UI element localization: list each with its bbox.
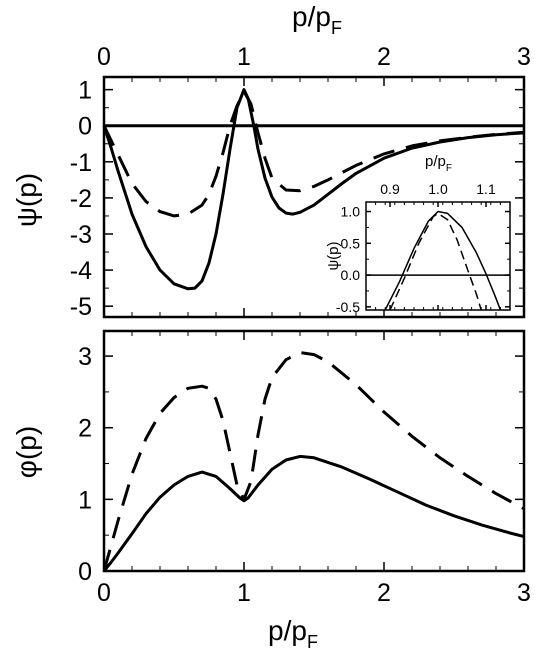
inset-axis-ticks: [365, 202, 511, 310]
top-x-tick-label: 0: [97, 43, 111, 71]
inset-y-tick-label: 0.5: [341, 235, 361, 251]
inset-panel: 0.9 1.0 1.1 1.0 0.5 0.0 -0.5 p/pF ψ(p): [325, 153, 511, 315]
inset-y-tick-label: 1.0: [341, 204, 361, 220]
bottom-x-tick-label: 2: [377, 579, 391, 607]
top-tick-labels: 0 1 2 310-1-2-3-4-5: [70, 43, 531, 321]
bottom-y-tick-label: 1: [78, 486, 92, 514]
top-x-axis-title-main: p/p: [292, 1, 331, 32]
inset-tick-labels: 0.9 1.0 1.1 1.0 0.5 0.0 -0.5: [336, 181, 496, 315]
inset-series-group: [366, 210, 510, 311]
top-y-tick-label: -2: [70, 185, 92, 213]
inset-x-axis-title-main: p/p: [425, 153, 446, 170]
top-x-axis-title: p/pF: [292, 1, 342, 38]
top-panel: 0 1 2 310-1-2-3-4-5 p/pF ψ(p): [11, 1, 531, 321]
top-plot-frame: [102, 75, 526, 319]
inset-y-tick-label: -0.5: [336, 299, 360, 315]
top-y-tick-label: 0: [78, 113, 92, 141]
bottom-x-axis-title-main: p/p: [268, 615, 307, 646]
bottom-y-axis-title: φ(p): [11, 426, 42, 478]
top-y-tick-label: -1: [70, 149, 92, 177]
inset-x-tick-label: 1.0: [428, 181, 448, 197]
top-y-tick-label: -3: [70, 221, 92, 249]
top-series-group: [102, 88, 525, 291]
top-x-axis-title-sub: F: [331, 18, 342, 38]
inset-x-axis-title-sub: F: [446, 163, 452, 174]
top-y-tick-label: -5: [70, 293, 92, 321]
bottom-x-axis-title: p/pF: [268, 615, 318, 652]
bottom-tick-labels: 0 1 2 3 0 1 2 3: [78, 343, 531, 607]
inset-x-axis-title: p/pF: [425, 153, 452, 174]
bottom-axis-ticks: [103, 331, 525, 572]
bottom-y-tick-label: 2: [78, 415, 92, 443]
top-x-tick-label: 1: [237, 43, 251, 71]
inset-dashed-curve: [389, 212, 482, 311]
bottom-y-tick-label: 3: [78, 343, 92, 371]
inset-y-tick-label: 0.0: [341, 267, 361, 283]
inset-x-tick-label: 0.9: [380, 181, 400, 197]
top-y-tick-label: 1: [78, 77, 92, 105]
bottom-panel: 0 1 2 3 0 1 2 3 p/pF φ(p): [11, 329, 531, 652]
top-y-tick-label: -4: [70, 257, 92, 285]
bottom-solid-curve: [102, 454, 525, 572]
top-axis-ticks: [103, 77, 525, 317]
bottom-x-axis-title-sub: F: [307, 632, 318, 652]
bottom-series-group: [102, 351, 525, 572]
inset-solid-curve: [384, 210, 502, 311]
top-dashed-curve: [102, 89, 525, 218]
top-x-tick-label: 3: [517, 43, 531, 71]
bottom-y-tick-label: 0: [78, 558, 92, 586]
top-x-tick-label: 2: [377, 43, 391, 71]
inset-y-axis-title: ψ(p): [325, 241, 342, 270]
inset-x-tick-label: 1.1: [476, 181, 496, 197]
top-y-axis-title: ψ(p): [11, 173, 42, 227]
bottom-dashed-curve: [102, 351, 525, 572]
inset-background: [366, 202, 510, 310]
bottom-x-tick-label: 1: [237, 579, 251, 607]
bottom-x-tick-label: 3: [517, 579, 531, 607]
bottom-plot-frame: [102, 329, 526, 573]
bottom-x-tick-label: 0: [97, 579, 111, 607]
